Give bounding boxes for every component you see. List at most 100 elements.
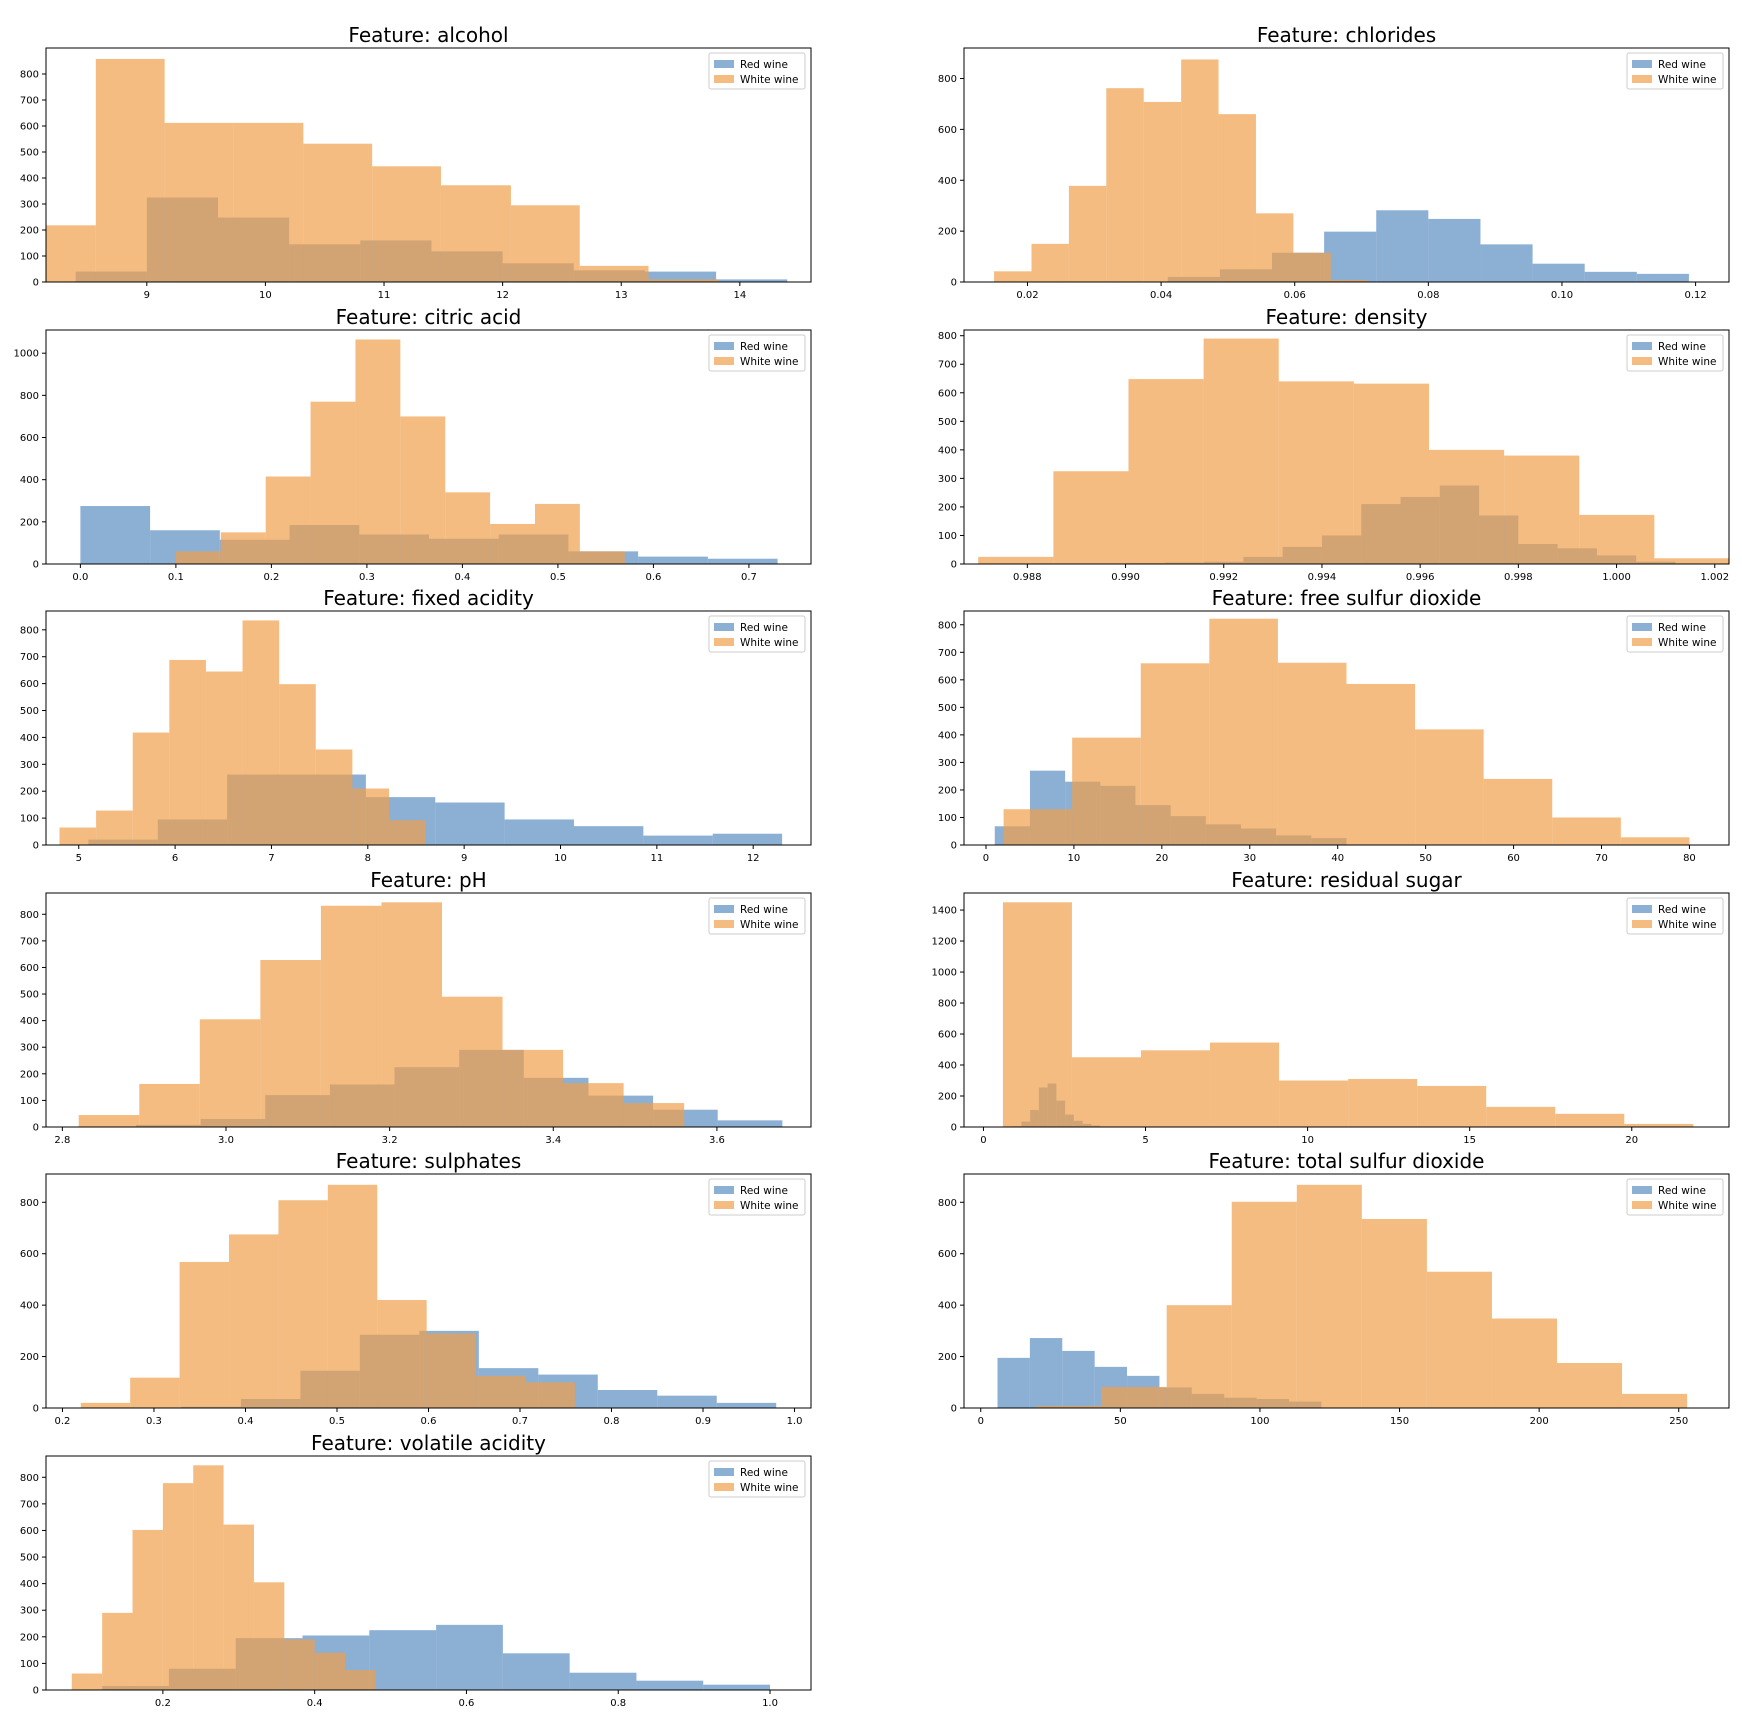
x-tick-label: 0 [983, 853, 989, 864]
y-tick-label: 500 [20, 1553, 39, 1564]
legend-label: White wine [740, 1482, 799, 1494]
y-tick-label: 800 [938, 74, 957, 85]
x-tick-label: 7 [268, 853, 274, 864]
y-tick-label: 100 [20, 814, 39, 825]
x-tick-label: 20 [1625, 1135, 1638, 1146]
chart-title: Feature: fixed acidity [323, 586, 534, 610]
x-tick-label: 10 [259, 290, 272, 301]
y-tick-label: 800 [938, 999, 957, 1010]
y-tick-label: 400 [20, 1016, 39, 1027]
legend-label: Red wine [740, 341, 788, 353]
bars [994, 618, 1690, 845]
white-wine-bar [445, 492, 491, 564]
white-wine-bar [242, 620, 280, 845]
subplot-4: Feature: fixed acidity 0 100 200 300 400 500 60… [20, 586, 812, 864]
legend-swatch-red [1632, 623, 1652, 631]
y-tick-label: 800 [20, 391, 39, 402]
x-tick-label: 0.994 [1308, 572, 1337, 583]
y-tick-label: 0 [33, 1123, 39, 1134]
y-tick-label: 400 [20, 733, 39, 744]
legend-label: Red wine [1658, 1185, 1706, 1197]
y-tick-label: 200 [20, 226, 39, 237]
white-wine-bar [46, 225, 96, 282]
red-wine-bar [1029, 1338, 1063, 1408]
chart-title: Feature: density [1265, 305, 1427, 329]
y-tick-label: 500 [20, 706, 39, 717]
white-wine-bar [253, 1582, 285, 1690]
white-wine-bar [1428, 449, 1505, 564]
white-wine-bar [199, 1019, 261, 1127]
white-wine-bar [139, 1083, 200, 1127]
x-tick-label: 0.0 [72, 572, 88, 583]
x-tick-label: 200 [1530, 1416, 1549, 1427]
white-wine-bar [994, 271, 1032, 282]
y-tick-label: 600 [938, 125, 957, 136]
x-tick-label: 0 [978, 1416, 984, 1427]
legend-label: White wine [1658, 1200, 1717, 1212]
x-tick-label: 0.988 [1013, 572, 1042, 583]
y-tick-label: 600 [20, 1526, 39, 1537]
legend: Red wine White wine [708, 334, 806, 372]
y-tick-label: 100 [20, 1096, 39, 1107]
white-wine-bar [1036, 1405, 1102, 1408]
white-wine-bar [1143, 101, 1182, 282]
axes-frame [45, 610, 812, 846]
white-wine-bar [352, 788, 389, 845]
legend-label: White wine [740, 74, 799, 86]
white-wine-bar [1279, 1080, 1349, 1127]
red-wine-bar [1376, 210, 1429, 282]
white-wine-bar [1231, 1201, 1297, 1408]
white-wine-bar [229, 1234, 279, 1408]
y-tick-label: 400 [20, 174, 39, 185]
x-tick-label: 0.4 [307, 1698, 323, 1709]
x-tick-label: 0.02 [1016, 290, 1038, 301]
red-wine-bar [712, 833, 783, 845]
white-wine-bar [130, 1377, 180, 1408]
legend-swatch-white [714, 1201, 734, 1209]
white-wine-bar [440, 185, 511, 282]
x-tick-label: 10 [1068, 853, 1081, 864]
white-wine-bar [102, 1612, 133, 1690]
red-wine-bar [716, 1402, 777, 1408]
white-wine-bar [179, 1261, 230, 1408]
y-tick-label: 300 [20, 760, 39, 771]
white-wine-bar [96, 810, 133, 845]
legend-label: Red wine [1658, 59, 1706, 71]
x-tick-label: 0.9 [695, 1416, 711, 1427]
subplot-2: Feature: citric acid 0 200 400 600 800 1000 0.0… [14, 305, 812, 583]
white-wine-bar [1504, 455, 1580, 564]
axes-frame [963, 610, 1730, 846]
subplot-1: Feature: chlorides 0 200 400 600 800 0.02 0.04 0… [938, 23, 1730, 301]
white-wine-bar [579, 265, 649, 282]
white-wine-bar [223, 1524, 254, 1690]
x-tick-label: 6 [172, 853, 178, 864]
bars [80, 1184, 777, 1408]
y-tick-label: 100 [938, 813, 957, 824]
y-tick-label: 0 [951, 560, 957, 571]
x-tick-label: 0.6 [645, 572, 661, 583]
y-tick-label: 500 [938, 703, 957, 714]
y-tick-label: 800 [20, 625, 39, 636]
y-tick-label: 300 [20, 1043, 39, 1054]
white-wine-bar [400, 416, 446, 564]
y-tick-label: 200 [20, 1352, 39, 1363]
white-wine-bar [1255, 213, 1294, 282]
white-wine-bar [175, 551, 221, 564]
legend: Red wine White wine [1626, 1178, 1724, 1216]
y-tick-label: 200 [938, 502, 957, 513]
y-tick-label: 400 [20, 1579, 39, 1590]
legend: Red wine White wine [708, 52, 806, 90]
white-wine-bar [303, 143, 373, 282]
legend-swatch-red [1632, 60, 1652, 68]
y-tick-label: 300 [938, 474, 957, 485]
legend-label: White wine [740, 919, 799, 931]
white-wine-bar [233, 122, 304, 282]
white-wine-bar [502, 1049, 564, 1127]
x-tick-label: 0.06 [1284, 290, 1306, 301]
legend-label: White wine [1658, 356, 1717, 368]
subplot-3: Feature: density 0 100 200 300 400 500 600 700 80… [938, 305, 1730, 583]
red-wine-bar [502, 1653, 570, 1690]
white-wine-bar [205, 671, 243, 845]
white-wine-bar [372, 166, 441, 282]
chart-title: Feature: alcohol [348, 23, 508, 47]
